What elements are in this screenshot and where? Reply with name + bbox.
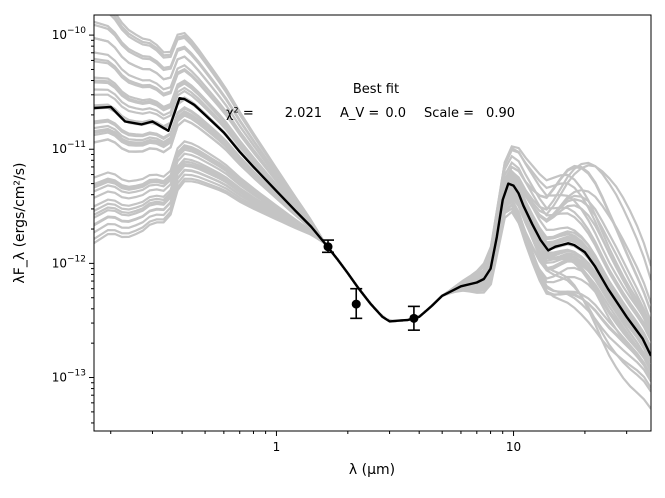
- scale-label: Scale =: [424, 106, 474, 121]
- av-value: 0.0: [385, 106, 406, 121]
- data-point: [351, 299, 361, 309]
- y-tick-label: 10−13: [52, 369, 86, 385]
- best-fit-series: [94, 97, 651, 357]
- x-tick-label: 10: [506, 440, 521, 454]
- y-tick-label: 10−10: [52, 26, 87, 42]
- best-fit-annotation: Best fit χ² = 2.021 A_V = 0.0 Scale = 0.…: [226, 82, 515, 121]
- data-point: [323, 242, 333, 252]
- best-fit-curve: [94, 97, 651, 357]
- x-tick-label: 1: [273, 440, 281, 454]
- x-axis-label: λ (μm): [349, 462, 395, 478]
- y-axis-ticks: 10−13 10−12 10−11 10−10: [52, 26, 94, 424]
- x-axis-ticks: 1 10: [110, 431, 628, 454]
- scale-value: 0.90: [486, 106, 515, 121]
- chi2-value: 2.021: [285, 106, 322, 121]
- plot-frame: [93, 14, 652, 432]
- y-tick-label: 10−12: [52, 254, 86, 270]
- chi2-label: χ² =: [226, 106, 254, 121]
- annotation-title: Best fit: [353, 82, 399, 97]
- data-point: [409, 313, 419, 323]
- photometry-points: [322, 239, 420, 331]
- av-label: A_V =: [340, 106, 379, 121]
- y-tick-label: 10−11: [52, 140, 86, 156]
- y-axis-label: λF_λ (ergs/cm²/s): [12, 163, 28, 284]
